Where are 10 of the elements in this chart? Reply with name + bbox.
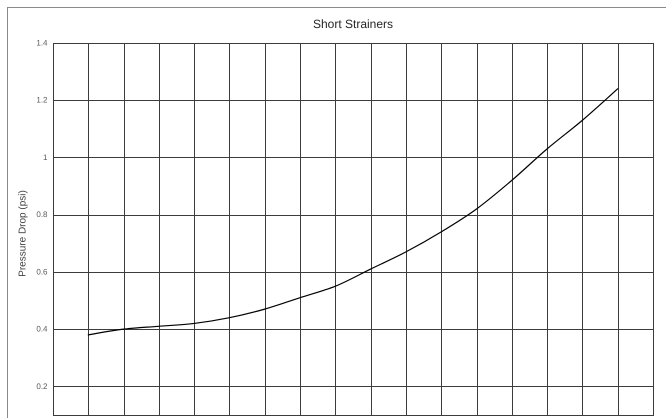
y-axis-title: Pressure Drop (psi) [17,190,28,277]
y-tick-label: 0.2 [36,382,48,391]
chart-title: Short Strainers [312,17,394,31]
y-tick-label: 0.8 [36,210,48,220]
y-tick-label: 1.4 [36,38,48,48]
y-tick-label: 0.6 [36,267,48,276]
y-tick-label: 1 [43,152,48,162]
line-series [88,88,618,336]
y-tick-label: 0.4 [36,324,48,334]
y-tick-label: 1.2 [36,96,48,105]
